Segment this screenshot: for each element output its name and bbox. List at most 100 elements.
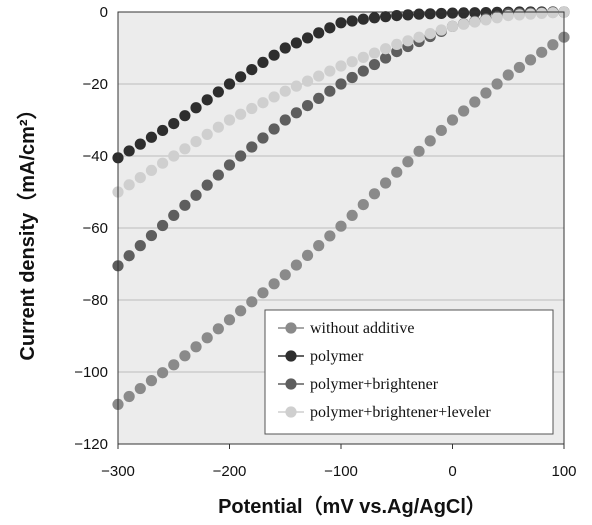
data-point [435, 7, 447, 20]
data-point [212, 323, 224, 335]
data-point [279, 114, 291, 126]
data-point [257, 97, 269, 109]
data-point [524, 54, 537, 66]
y-tick-label: −60 [83, 220, 108, 237]
data-point [279, 42, 291, 54]
data-point [134, 382, 146, 395]
data-point [290, 80, 302, 92]
data-point [134, 138, 146, 150]
data-point [168, 118, 180, 130]
y-tick-label: −20 [83, 76, 108, 93]
data-point [380, 52, 392, 64]
legend: without additive polymer polymer+brightene… [264, 309, 554, 435]
data-point [145, 229, 158, 242]
data-point [413, 145, 425, 157]
data-point [235, 150, 247, 162]
data-point [368, 12, 381, 24]
x-tick-label: 0 [448, 463, 456, 480]
y-tick-label: −120 [74, 436, 108, 453]
data-point [145, 375, 158, 387]
data-point [145, 164, 158, 176]
data-point [536, 46, 548, 58]
data-point [246, 64, 258, 76]
data-point [391, 38, 403, 51]
data-point [424, 8, 436, 20]
data-point [346, 71, 358, 84]
data-point [324, 230, 336, 242]
data-point [313, 27, 325, 39]
y-tick-labels: 0 −20 −40 −60 −80 −100 −120 [74, 4, 108, 453]
data-point [402, 9, 414, 21]
data-point [157, 367, 169, 379]
x-tick-label: −200 [213, 463, 247, 480]
data-point [335, 220, 347, 232]
data-point [458, 105, 470, 117]
data-point [446, 114, 459, 126]
legend-label: polymer [310, 348, 364, 365]
x-tick-labels: −300 −200 −100 0 100 [101, 444, 577, 480]
data-point [335, 60, 347, 72]
data-point [380, 11, 392, 23]
data-point [513, 61, 526, 74]
data-point [201, 332, 213, 344]
data-point [123, 250, 135, 262]
data-point [357, 51, 369, 63]
x-tick-label: −300 [101, 463, 135, 480]
data-point [179, 350, 191, 362]
data-point [446, 20, 459, 32]
data-point [179, 143, 191, 155]
legend-label: without additive [310, 320, 414, 337]
data-point [246, 102, 258, 115]
y-axis-title: Current density（mA/cm²） [16, 99, 39, 360]
data-point [357, 13, 369, 25]
data-point [346, 209, 358, 221]
data-point [123, 390, 135, 403]
data-point [413, 8, 425, 20]
data-point [157, 124, 169, 137]
legend-marker [285, 322, 297, 334]
data-point [335, 78, 347, 90]
legend-marker [285, 378, 297, 390]
data-point [268, 278, 280, 290]
data-point [223, 314, 236, 326]
data-point [435, 24, 447, 36]
data-point [190, 341, 202, 353]
data-point [223, 114, 236, 126]
data-point [502, 69, 514, 81]
data-point [123, 145, 135, 157]
data-point [235, 305, 247, 317]
data-point [313, 240, 325, 252]
data-point [502, 10, 514, 22]
data-point [313, 70, 325, 82]
data-point [424, 27, 436, 40]
data-point [301, 100, 314, 112]
data-point [201, 94, 213, 106]
legend-label: polymer+brightener+leveler [310, 404, 491, 421]
data-point [246, 296, 258, 308]
series-0 [112, 31, 570, 410]
data-point [368, 188, 381, 200]
data-point [290, 259, 302, 271]
data-point [268, 123, 280, 135]
data-point [547, 39, 559, 51]
data-point [313, 92, 325, 104]
data-point [279, 85, 291, 97]
data-point [134, 172, 146, 184]
data-point [223, 159, 236, 171]
data-point [301, 32, 314, 44]
data-point [391, 10, 403, 22]
data-point [301, 249, 314, 261]
data-point [380, 43, 392, 55]
data-point [357, 65, 369, 77]
data-point [402, 156, 414, 168]
data-point [380, 177, 392, 189]
data-point [168, 359, 180, 371]
data-point [168, 209, 180, 221]
y-tick-label: 0 [100, 4, 108, 21]
x-axis-title: Potential（mV vs.Ag/AgCl） [218, 495, 486, 518]
data-point [179, 199, 191, 211]
data-point [201, 128, 213, 140]
data-point [190, 189, 202, 201]
data-point [324, 85, 336, 97]
data-point [458, 18, 470, 30]
